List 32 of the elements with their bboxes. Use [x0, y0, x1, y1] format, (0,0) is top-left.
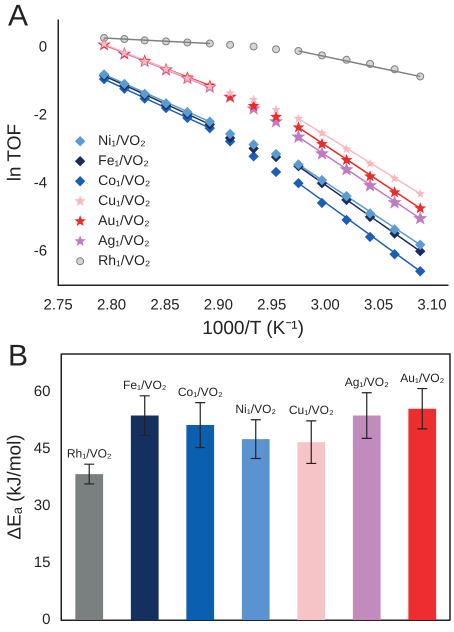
legend-label: Ni₁/VO₂: [98, 132, 146, 148]
legend-label: Fe₁/VO₂: [98, 152, 149, 168]
y-axis-title: ΔEₐ (kJ/mol): [4, 434, 26, 540]
x-tick-label: 3.00: [310, 296, 340, 314]
chart-title: B: [8, 339, 28, 372]
y-tick-label: -6: [34, 242, 48, 260]
chart-title: A: [8, 0, 28, 32]
y-tick-label: 60: [34, 383, 50, 400]
x-tick-label: 2.95: [257, 296, 286, 314]
x-tick-label: 2.80: [96, 296, 126, 314]
y-tick-label: 45: [34, 440, 50, 458]
x-tick-label: Fe₁/VO₂: [123, 378, 167, 392]
legend-label: Rh₁/VO₂: [98, 252, 150, 268]
y-tick-label: -2: [34, 106, 48, 124]
x-tick-label: 3.05: [364, 296, 394, 314]
legend-label: Au₁/VO₂: [98, 212, 150, 228]
x-axis-title: 1000/T (K⁻¹): [202, 318, 304, 339]
y-tick-label: 0: [38, 38, 48, 56]
x-tick-label: Au₁/VO₂: [400, 370, 445, 385]
y-tick-label: 30: [34, 497, 50, 514]
x-tick-label: Ag₁/VO₂: [344, 375, 390, 390]
x-tick-label: 3.10: [417, 296, 447, 314]
x-tick-label: 2.85: [150, 296, 180, 314]
x-tick-label: 2.75: [44, 296, 73, 314]
legend-label: Cu₁/VO₂: [98, 192, 150, 208]
x-tick-label: 2.90: [204, 296, 233, 314]
legend-label: Co₁/VO₂: [98, 172, 150, 188]
y-tick-label: 15: [34, 554, 50, 572]
legend-label: Ag₁/VO₂: [98, 232, 150, 248]
y-axis-title: ln TOF: [4, 124, 26, 182]
y-tick-label: 0: [42, 611, 50, 628]
y-tick-label: -4: [34, 174, 48, 192]
